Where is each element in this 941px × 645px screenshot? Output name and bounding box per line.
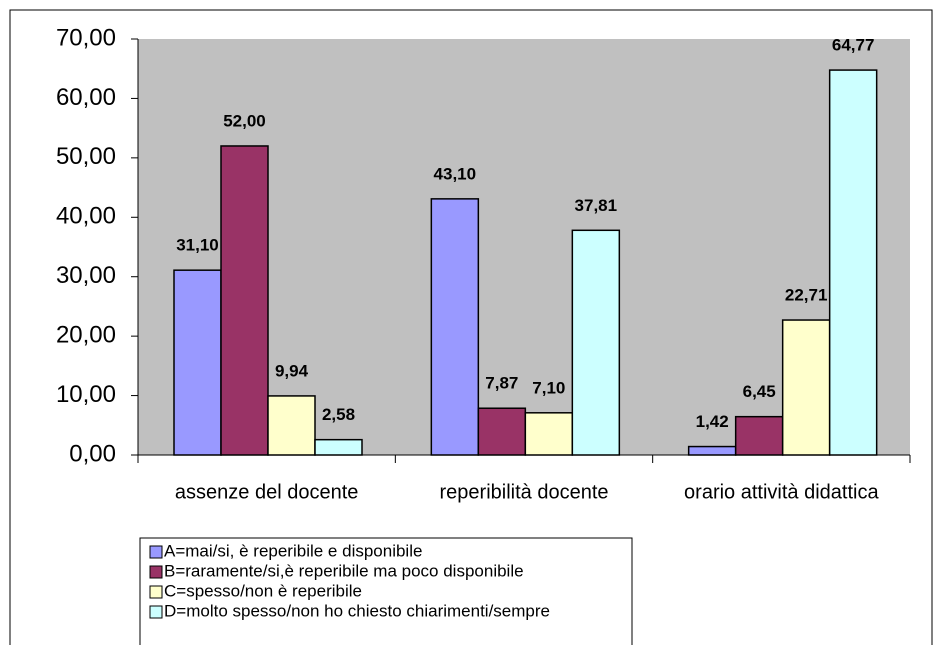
value-label: 22,71 <box>785 286 828 305</box>
value-label: 6,45 <box>743 382 776 401</box>
y-tick-label: 20,00 <box>56 321 116 348</box>
legend-label: B=raramente/si,è reperibile ma poco disp… <box>164 561 524 580</box>
value-label: 7,10 <box>532 378 565 397</box>
legend <box>139 537 633 645</box>
value-label: 2,58 <box>322 405 355 424</box>
bar <box>314 438 363 456</box>
value-label: 37,81 <box>575 196 618 215</box>
bar <box>781 319 831 456</box>
y-tick-label: 40,00 <box>56 203 116 230</box>
x-tick-label: orario attività didattica <box>684 481 879 503</box>
legend-label: C=spesso/non è reperibile <box>164 581 362 600</box>
bar <box>524 412 574 456</box>
bar <box>173 269 222 456</box>
legend-swatch <box>149 545 163 559</box>
legend-swatch <box>149 565 163 579</box>
value-label: 9,94 <box>275 361 309 380</box>
value-label: 7,87 <box>485 374 518 393</box>
bar <box>267 395 316 456</box>
y-tick-label: 10,00 <box>56 381 116 408</box>
legend-label: D=molto spesso/non ho chiesto chiariment… <box>164 601 550 620</box>
value-label: 52,00 <box>223 111 266 130</box>
value-label: 31,10 <box>176 236 219 255</box>
value-label: 43,10 <box>434 164 477 183</box>
bar <box>734 415 784 456</box>
y-tick-label: 50,00 <box>56 143 116 170</box>
legend-swatch <box>149 585 163 599</box>
legend-swatch <box>149 605 163 619</box>
x-tick-label: reperibilità docente <box>440 481 609 503</box>
y-tick-label: 30,00 <box>56 262 116 289</box>
bar <box>430 198 480 456</box>
bar <box>687 445 737 456</box>
bar <box>828 69 878 456</box>
y-tick-label: 0,00 <box>69 440 116 467</box>
legend-label: A=mai/si, è reperibile e disponibile <box>164 541 422 560</box>
bar <box>477 407 527 456</box>
bar <box>220 145 269 456</box>
x-tick-label: assenze del docente <box>175 481 358 503</box>
y-tick-label: 70,00 <box>56 24 116 51</box>
y-tick-label: 60,00 <box>56 84 116 111</box>
value-label: 1,42 <box>696 412 729 431</box>
value-label: 64,77 <box>832 36 875 55</box>
bar <box>571 229 621 456</box>
